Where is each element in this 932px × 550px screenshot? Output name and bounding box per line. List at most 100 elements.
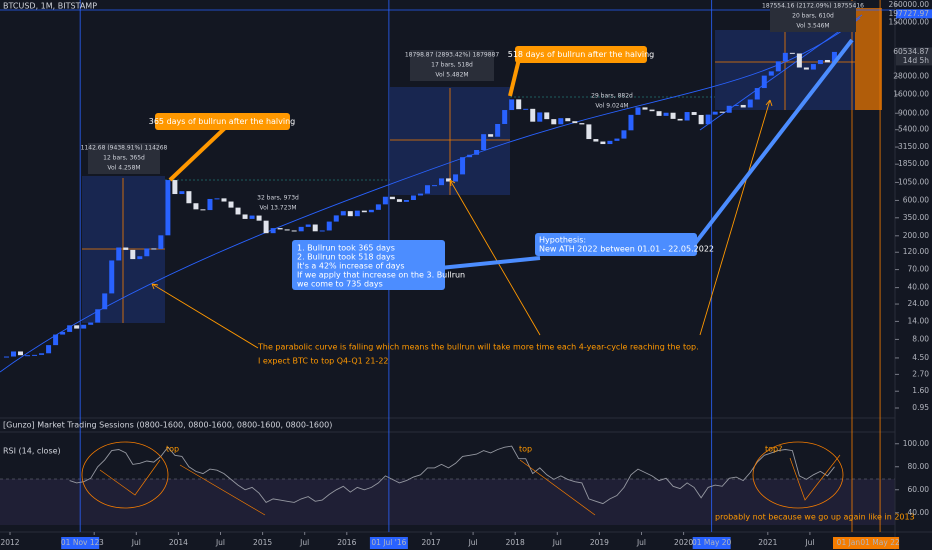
candle (305, 224, 311, 227)
candle (256, 215, 262, 221)
candle (186, 191, 192, 204)
candle (249, 215, 255, 219)
x-tick-label: Jul (215, 538, 225, 547)
candle (424, 185, 430, 194)
measure-text: Vol 13.723M (259, 205, 296, 212)
arrow (699, 99, 773, 336)
x-tick-label: Jul (299, 538, 309, 547)
candle (32, 354, 38, 356)
candle (789, 52, 795, 54)
candle (382, 196, 388, 205)
candle (277, 228, 283, 230)
candle (312, 224, 318, 232)
candle (453, 174, 459, 182)
candle (333, 215, 339, 222)
candle (747, 99, 753, 108)
candle (200, 209, 206, 211)
y-tick-label: 260000.00 (888, 0, 929, 9)
candle (25, 355, 31, 357)
candle (207, 198, 213, 211)
note-box (292, 240, 445, 290)
measure-box (770, 1, 856, 32)
candle (565, 118, 571, 122)
candle (396, 199, 402, 202)
candle (319, 230, 325, 232)
y-tick-label: 150000.00 (888, 18, 929, 27)
y-tick-label: 40.00 (908, 508, 930, 517)
candle (235, 207, 241, 215)
y-tick-label: 350.00 (903, 213, 929, 222)
candle (326, 221, 332, 231)
x-marker-label: 01 Jan 2 (837, 538, 868, 547)
x-tick-label: 2018 (506, 538, 525, 547)
measure-text: 12 bars, 365d (103, 155, 145, 162)
candle (270, 228, 276, 234)
curve-note: The parabolic curve is falling which mea… (257, 343, 699, 352)
candle (95, 309, 101, 323)
candle (761, 75, 767, 89)
x-marker-label: 01 May 20 (692, 538, 732, 547)
candle (53, 334, 59, 346)
candle (403, 200, 409, 202)
measure-text: Vol 3.546M (796, 23, 829, 30)
rsi-note: top (519, 445, 532, 454)
candle (179, 191, 185, 195)
price-mark-box (896, 9, 932, 19)
annotations: BTCUSD, 1M, BITSTAMP 1142.68 (9438.91%) … (3, 1, 915, 522)
candle (172, 180, 178, 195)
candle (432, 185, 437, 187)
rsi-line (69, 445, 835, 505)
measure-text: 29 bars, 882d (591, 93, 633, 100)
measure-text: Vol 5.482M (435, 72, 468, 79)
candle (410, 195, 416, 201)
candle (165, 180, 171, 236)
x-marker-label: 01 Nov 12 (61, 538, 100, 547)
candle (228, 201, 234, 208)
candle (803, 67, 809, 70)
callout-pointer (439, 256, 541, 270)
measure-text: 1142.68 (9438.91%) 114268 (81, 145, 168, 152)
candle (193, 203, 199, 210)
indicator-label: [Gunzo] Market Trading Sessions (0800-16… (3, 421, 332, 430)
y-tick-label: 100.00 (903, 439, 929, 448)
note-text: 2. Bullrun took 518 days (297, 253, 395, 262)
candle (298, 226, 304, 232)
y-tick-label: 3150.00 (898, 142, 929, 151)
y-tick-label: 200.00 (903, 231, 929, 240)
candle (340, 211, 346, 216)
candle (81, 324, 87, 329)
x-marker-box (61, 537, 100, 549)
price-mark-note: 14d 5h (903, 56, 929, 65)
x-tick-label: 2019 (590, 538, 609, 547)
candle (446, 178, 452, 182)
candle (137, 256, 143, 260)
callout-pointer (168, 126, 227, 182)
candle (607, 140, 613, 145)
callout-box (155, 113, 290, 130)
candle (417, 193, 423, 196)
y-tick-label: 8.00 (912, 334, 929, 343)
candle (579, 123, 585, 125)
indicator-label: RSI (14, close) (3, 447, 61, 456)
candle (158, 235, 164, 249)
candle (60, 331, 66, 335)
candle (214, 198, 220, 200)
price-mark-label: 197727.97 (888, 9, 929, 18)
hypothesis-text: New ATH 2022 between 01.01 - 22.05.2022 (539, 245, 714, 254)
measure-box (410, 50, 494, 81)
candle (488, 134, 494, 137)
x-marker-box (692, 537, 731, 549)
candle (628, 114, 634, 131)
y-tick-label: 120.00 (903, 247, 929, 256)
x-tick-label: Jul (636, 538, 646, 547)
candle (439, 178, 445, 186)
candle (656, 111, 662, 116)
candle (600, 141, 606, 145)
y-tick-label: 0.95 (912, 403, 929, 412)
candle (740, 104, 746, 108)
x-tick-label: Jul (804, 538, 814, 547)
candle (389, 196, 395, 200)
candle (67, 325, 73, 332)
